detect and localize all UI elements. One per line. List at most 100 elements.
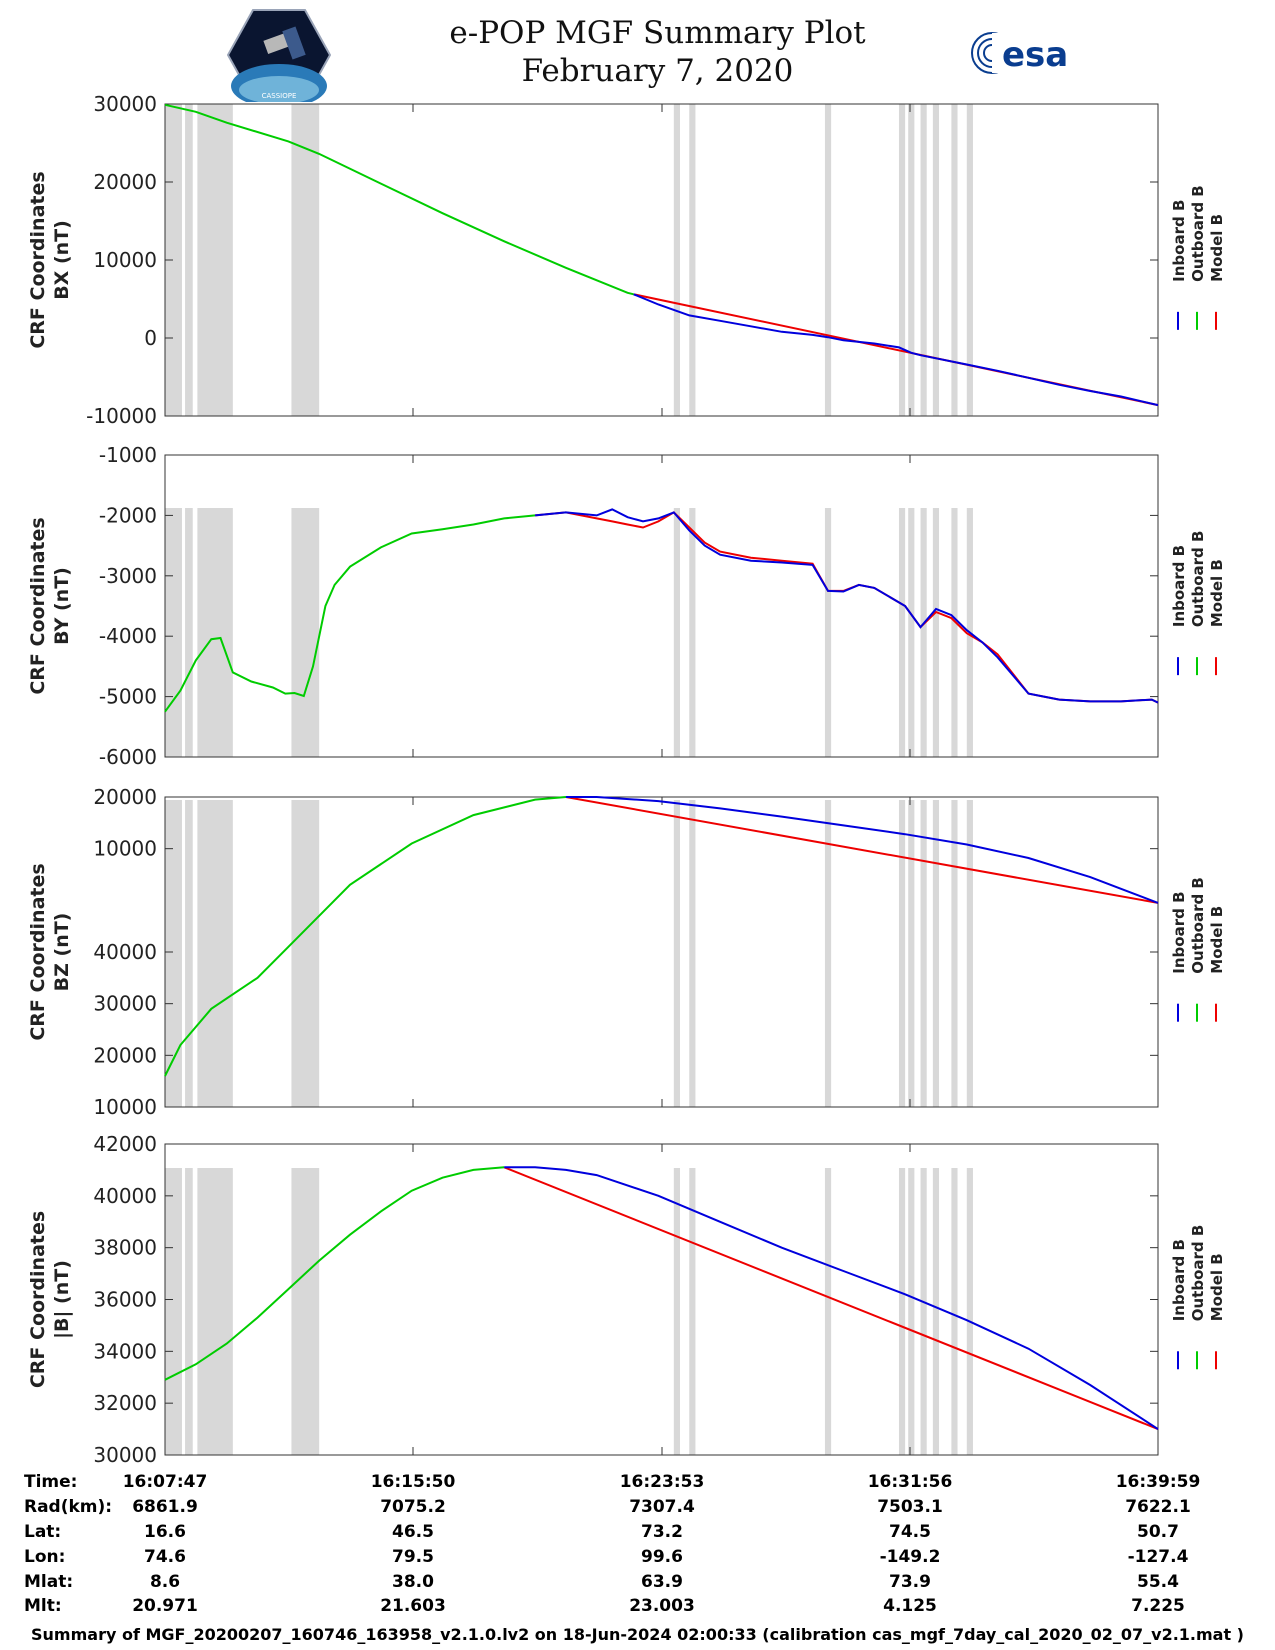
ephemeris-value: 79.5 <box>392 1547 434 1567</box>
ephemeris-value: 7075.2 <box>380 1497 446 1517</box>
ephemeris-value: 16:23:53 <box>620 1472 705 1492</box>
data-gap-band <box>898 508 906 757</box>
data-gap-band <box>898 800 906 1107</box>
data-gap-band <box>291 104 320 416</box>
legend-label: Inboard B <box>1170 1239 1188 1321</box>
y-tick-label: 40000 <box>93 940 157 964</box>
y-axis-label-line: CRF Coordinates <box>27 863 49 1040</box>
data-gap-band <box>673 508 681 757</box>
data-gap-band <box>824 800 832 1107</box>
data-gap-band <box>966 800 973 1107</box>
ephemeris-value: 23.003 <box>629 1596 695 1616</box>
ephemeris-value: 7503.1 <box>877 1497 943 1517</box>
data-gap-band <box>165 1168 182 1455</box>
ephemeris-row-label: Time: <box>24 1472 77 1492</box>
plot-title: e-POP MGF Summary Plot February 7, 2020 <box>0 14 1275 90</box>
ephemeris-value: 7307.4 <box>629 1497 695 1517</box>
y-tick-label: 34000 <box>93 1339 157 1363</box>
esa-logo: esa <box>971 32 1068 75</box>
legend-label: Outboard B <box>1189 531 1207 628</box>
data-gap-band <box>185 508 193 757</box>
y-tick-label: -10000 <box>86 404 157 428</box>
y-tick-label: 10000 <box>93 837 157 861</box>
y-tick-label: 40000 <box>93 1184 157 1208</box>
data-gap-band <box>185 800 193 1107</box>
y-tick-label: 20000 <box>93 170 157 194</box>
legend-label: Model B <box>1208 1253 1226 1321</box>
ephemeris-table: Time: Rad(km): Lat: Lon: Mlat: Mlt: 16:07:47 68… <box>24 1472 1200 1616</box>
ephemeris-value: 73.9 <box>889 1572 931 1592</box>
data-gap-band <box>197 800 233 1107</box>
y-axis-label-line: CRF Coordinates <box>27 517 49 694</box>
legend-label: Outboard B <box>1189 185 1207 282</box>
data-gap-band <box>951 104 958 416</box>
y-axis-label: CRF Coordinates BX (nT) <box>27 171 73 348</box>
ephemeris-row-label: Rad(km): <box>24 1497 112 1517</box>
y-tick-label: 10000 <box>93 248 157 272</box>
legend-label: Model B <box>1208 559 1226 627</box>
y-tick-label: -6000 <box>99 745 157 769</box>
data-gap-band <box>908 1168 915 1455</box>
ephemeris-value: 74.5 <box>889 1522 931 1542</box>
cassiope-logo-text: CASSIOPE <box>262 92 297 100</box>
y-tick-label: 20000 <box>93 1043 157 1067</box>
data-gap-band <box>165 508 182 757</box>
data-gap-band <box>291 800 320 1107</box>
y-axis-label-line: CRF Coordinates <box>27 171 49 348</box>
data-gap-band <box>197 104 233 416</box>
title-line-1: e-POP MGF Summary Plot <box>449 15 866 51</box>
data-gap-band <box>951 1168 958 1455</box>
ephemeris-value: 21.603 <box>380 1596 446 1616</box>
series-inboard-b <box>504 1166 1159 1430</box>
y-axis-label-line: BY (nT) <box>51 567 73 645</box>
data-gap-band <box>165 800 182 1107</box>
data-gap-band <box>908 104 915 416</box>
ephemeris-value: 6861.9 <box>132 1497 198 1517</box>
data-gap-band <box>291 1168 320 1455</box>
title-line-2: February 7, 2020 <box>521 53 794 89</box>
ephemeris-value: 20.971 <box>132 1596 198 1616</box>
data-gap-band <box>185 104 193 416</box>
ephemeris-value: -127.4 <box>1128 1547 1189 1567</box>
y-tick-label: 38000 <box>93 1236 157 1260</box>
data-gap-band <box>898 104 906 416</box>
ephemeris-value: 8.6 <box>150 1572 180 1592</box>
y-axis-label: CRF Coordinates |B| (nT) <box>27 1211 73 1388</box>
data-gap-band <box>920 104 927 416</box>
data-gap-band <box>932 1168 940 1455</box>
series-model-b <box>565 796 1159 904</box>
legend-label: Inboard B <box>1170 200 1188 282</box>
y-tick-label: -3000 <box>99 564 157 588</box>
ephemeris-row-label: Lat: <box>24 1522 61 1542</box>
data-gap-band <box>898 1168 906 1455</box>
series-outboard-b <box>164 796 566 1077</box>
y-tick-label: 32000 <box>93 1391 157 1415</box>
ephemeris-value: 73.2 <box>641 1522 683 1542</box>
y-tick-label: 20000 <box>93 785 157 809</box>
data-gap-band <box>932 800 940 1107</box>
y-axis-label: CRF Coordinates BZ (nT) <box>27 863 73 1040</box>
panel-1: 30000 20000 10000 0 -10000 CRF Coordinates BX … <box>27 92 1226 428</box>
summary-footer: Summary of MGF_20200207_160746_163958_v2… <box>31 1625 1244 1644</box>
ephemeris-value: 4.125 <box>883 1596 937 1616</box>
y-tick-label: -1000 <box>99 443 157 467</box>
ephemeris-row-label: Mlt: <box>24 1596 62 1616</box>
data-gap-band <box>673 800 681 1107</box>
y-tick-label: 30000 <box>93 992 157 1016</box>
data-gap-band <box>185 1168 193 1455</box>
ephemeris-value: 7622.1 <box>1125 1497 1191 1517</box>
data-gap-band <box>824 1168 832 1455</box>
legend-label: Model B <box>1208 214 1226 282</box>
y-tick-label: -4000 <box>99 624 157 648</box>
data-gap-band <box>908 508 915 757</box>
y-tick-label: 30000 <box>93 92 157 116</box>
legend-label: Outboard B <box>1189 1225 1207 1322</box>
y-tick-label: -2000 <box>99 503 157 527</box>
ephemeris-value: 63.9 <box>641 1572 683 1592</box>
ephemeris-value: 38.0 <box>392 1572 434 1592</box>
data-gap-band <box>689 104 696 416</box>
y-tick-label: 42000 <box>93 1132 157 1156</box>
data-gap-band <box>689 1168 696 1455</box>
y-axis-label: CRF Coordinates BY (nT) <box>27 517 73 694</box>
